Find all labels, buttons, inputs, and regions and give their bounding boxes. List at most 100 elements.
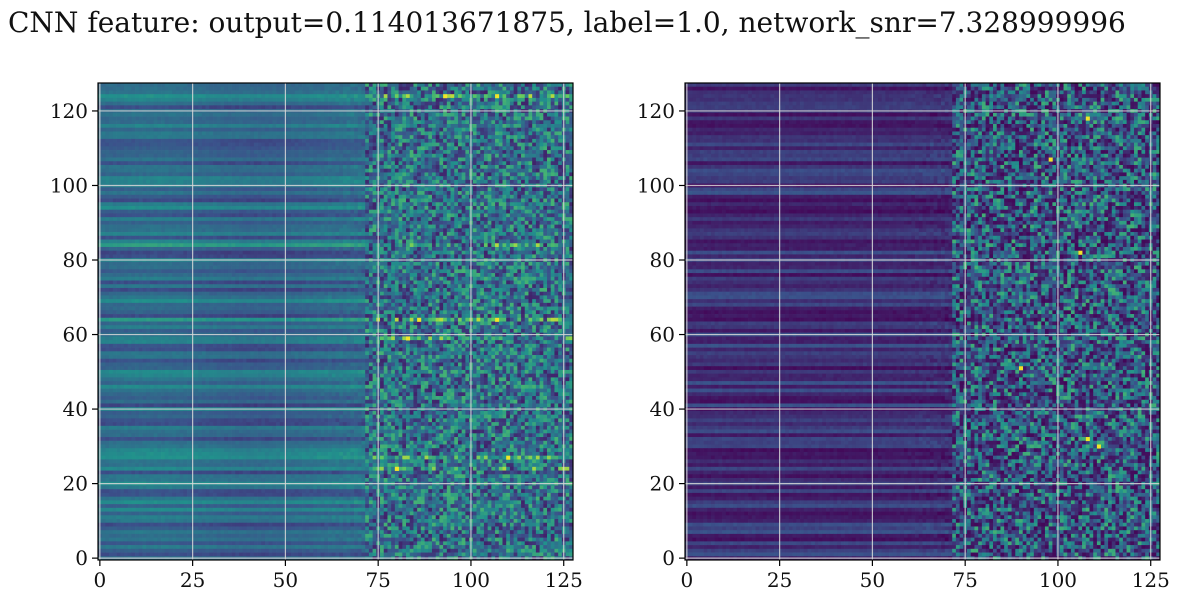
heatmap-cell — [209, 217, 214, 222]
heatmap-cell — [528, 112, 533, 117]
heatmap-cell — [109, 205, 114, 211]
heatmap-cell — [135, 116, 140, 121]
heatmap-cell — [424, 172, 429, 177]
heatmap-cell — [476, 179, 481, 184]
heatmap-cell — [483, 123, 488, 129]
heatmap-cell — [227, 209, 232, 214]
heatmap-cell — [342, 83, 347, 88]
heatmap-cell — [305, 127, 310, 132]
heatmap-cell — [168, 172, 173, 177]
heatmap-cell — [112, 142, 117, 147]
heatmap-cell — [435, 157, 440, 162]
heatmap-cell — [457, 220, 463, 225]
heatmap-cell — [216, 191, 221, 196]
heatmap-cell — [543, 150, 548, 155]
heatmap-cell — [368, 142, 373, 147]
heatmap-cell — [424, 187, 429, 192]
heatmap-cell — [264, 220, 270, 225]
heatmap-cell — [257, 194, 262, 199]
heatmap-cell — [175, 205, 180, 211]
heatmap-cell — [483, 187, 488, 192]
heatmap-cell — [131, 191, 136, 196]
heatmap-cell — [528, 127, 533, 132]
heatmap-cell — [313, 172, 318, 177]
heatmap-cell — [276, 202, 281, 207]
heatmap-cell — [365, 179, 370, 184]
heatmap-cell — [361, 116, 366, 121]
heatmap-cell — [417, 135, 422, 140]
heatmap-cell — [398, 83, 403, 88]
heatmap-cell — [446, 153, 451, 158]
heatmap-cell — [335, 213, 340, 218]
heatmap-cell — [305, 217, 310, 222]
heatmap-cell — [268, 224, 273, 229]
heatmap-cell — [335, 220, 340, 225]
heatmap-cell — [250, 146, 255, 151]
heatmap-cell — [420, 138, 425, 143]
heatmap-cell — [320, 131, 325, 136]
heatmap-cell — [346, 224, 351, 229]
heatmap-cell — [135, 213, 140, 218]
heatmap-cell — [491, 120, 496, 125]
heatmap-cell — [424, 179, 429, 184]
heatmap-cell — [138, 135, 143, 140]
heatmap-cell — [502, 94, 507, 99]
heatmap-cell — [287, 217, 292, 222]
heatmap-cell — [164, 217, 169, 222]
heatmap-cell — [431, 150, 437, 155]
heatmap-cell — [565, 131, 570, 136]
heatmap-cell — [480, 97, 485, 102]
heatmap-cell — [287, 97, 292, 102]
heatmap-cell — [250, 127, 255, 132]
heatmap-cell — [268, 131, 273, 136]
heatmap-cell — [443, 138, 448, 143]
heatmap-cell — [361, 205, 366, 211]
heatmap-cell — [123, 153, 129, 158]
heatmap-cell — [309, 179, 314, 184]
heatmap-cell — [179, 179, 184, 184]
heatmap-cell — [224, 161, 229, 166]
heatmap-cell — [506, 112, 511, 117]
heatmap-cell — [235, 217, 240, 222]
heatmap-cell — [424, 120, 429, 125]
heatmap-cell — [276, 116, 281, 121]
heatmap-cell — [443, 191, 448, 196]
heatmap-cell — [365, 202, 370, 207]
heatmap-cell — [480, 101, 485, 106]
heatmap-cell — [535, 116, 540, 121]
heatmap-cell — [472, 153, 477, 158]
heatmap-cell — [105, 172, 110, 177]
heatmap-cell — [409, 168, 414, 173]
heatmap-cell — [261, 220, 266, 225]
heatmap-cell — [476, 224, 481, 229]
heatmap-cell — [105, 157, 110, 162]
heatmap-cell — [253, 97, 258, 102]
heatmap-cell — [435, 220, 440, 225]
heatmap-cell — [431, 179, 437, 184]
heatmap-cell — [264, 209, 270, 214]
heatmap-cell — [320, 164, 325, 170]
heatmap-cell — [565, 86, 570, 91]
heatmap-cell — [502, 83, 507, 88]
heatmap-cell — [105, 123, 110, 129]
heatmap-cell — [213, 202, 218, 207]
heatmap-cell — [168, 135, 173, 140]
heatmap-cell — [239, 94, 244, 99]
heatmap-cell — [391, 127, 396, 132]
heatmap-cell — [127, 224, 132, 229]
heatmap-cell — [387, 120, 392, 125]
heatmap-cell — [365, 176, 370, 181]
heatmap-cell — [417, 179, 422, 184]
heatmap-cell — [302, 205, 307, 211]
heatmap-cell — [149, 161, 155, 166]
heatmap-cell — [420, 161, 425, 166]
heatmap-cell — [535, 127, 540, 132]
heatmap-cell — [198, 205, 203, 211]
heatmap-cell — [539, 213, 544, 218]
heatmap-cell — [194, 153, 199, 158]
heatmap-cell — [417, 217, 422, 222]
heatmap-cell — [127, 168, 132, 173]
heatmap-cell — [550, 146, 555, 151]
heatmap-cell — [547, 172, 552, 177]
